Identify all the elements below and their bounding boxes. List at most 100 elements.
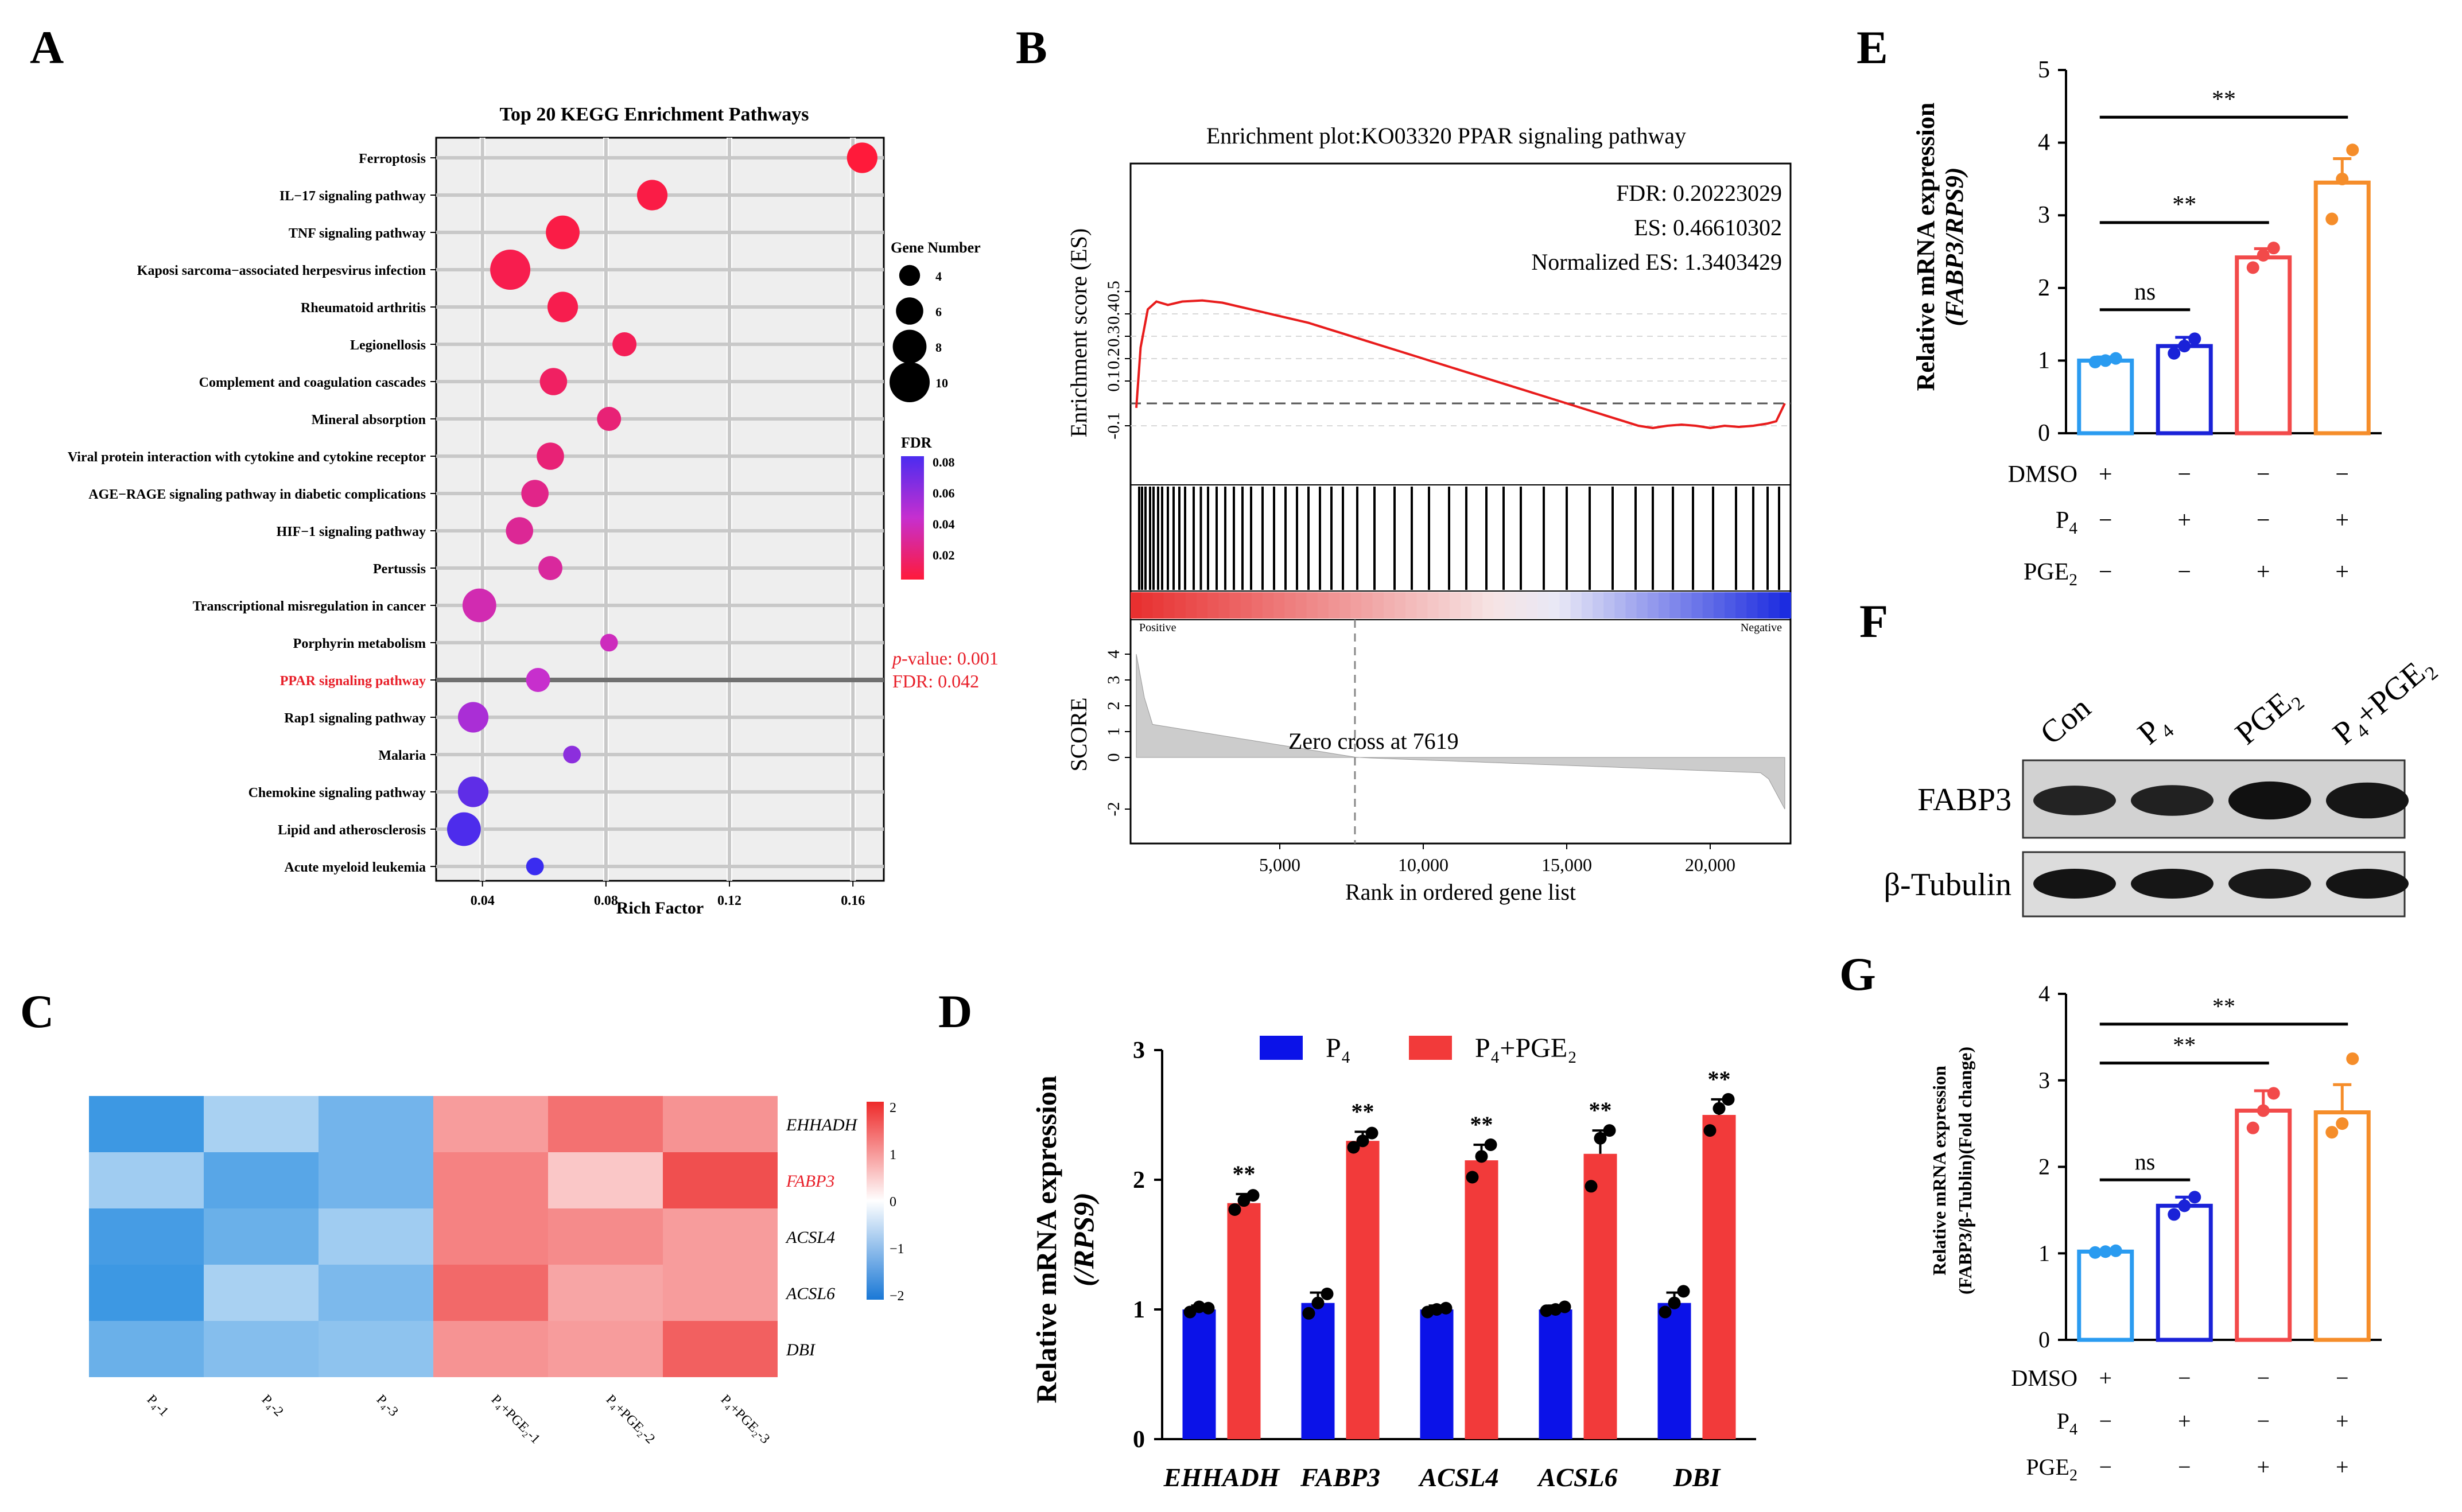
e-plot-treatment-symbol: −: [2177, 461, 2191, 488]
kegg-pathway-label: Acute myeloid leukemia: [284, 860, 426, 875]
e-plot-data-point: [2346, 143, 2359, 157]
e-plot-sig-label: ns: [2134, 279, 2156, 305]
e-plot-data-point: [2109, 352, 2122, 365]
panel-label-c: C: [20, 985, 54, 1037]
kegg-pathway-label: IL−17 signaling pathway: [279, 189, 426, 204]
e-plot-treatment-symbol: +: [2257, 559, 2270, 585]
heatmap-row-label: EHHADH: [786, 1115, 859, 1134]
kegg-dot: [537, 442, 564, 470]
heatmap-cell: [204, 1265, 319, 1321]
e-plot-data-point: [2325, 212, 2339, 226]
es-y-tick-label: 0.3: [1104, 325, 1123, 347]
e-plot-treatment-label: DMSO: [2008, 461, 2077, 488]
blot-band: [2131, 785, 2214, 816]
e-plot-treatment-subscript: 2: [2069, 571, 2077, 589]
panel-label-f: F: [1859, 595, 1888, 647]
kegg-pathway-label: Lipid and atherosclerosis: [278, 823, 426, 838]
kegg-pathway-label: Rap1 signaling pathway: [284, 711, 426, 726]
score-y-axis-label: SCORE: [1066, 698, 1092, 772]
rank-metric-segment: [1218, 592, 1230, 619]
e-plot-treatment-symbol: −: [2257, 507, 2270, 534]
rank-metric-segment: [1493, 592, 1505, 619]
heatmap-cell: [319, 1152, 433, 1208]
heatmap-row-label: ACSL6: [785, 1284, 835, 1303]
rank-metric-segment: [1702, 592, 1714, 619]
heatmap-color-tick-label: −1: [890, 1242, 904, 1257]
heatmap-color-tick-label: 1: [890, 1148, 896, 1163]
e-plot-treatment-symbol: +: [2099, 461, 2112, 488]
heatmap-cell: [663, 1321, 778, 1377]
gsea-stat-es: ES: 0.46610302: [1634, 215, 1782, 240]
kegg-dot-plot: Top 20 KEGG Enrichment Pathways Ferropto…: [68, 104, 999, 918]
heatmap-cell: [319, 1265, 433, 1321]
heatmap-col-label: P₄+PGE₂-2: [603, 1392, 658, 1447]
gene-number-legend-dot: [896, 297, 923, 325]
rank-metric-segment: [1329, 592, 1341, 619]
e-plot-treatment-name: PGE: [2024, 559, 2069, 585]
blot-band: [2326, 782, 2409, 819]
e-plot-data-point: [2257, 248, 2270, 262]
g-plot-sig-label: **: [2212, 993, 2235, 1019]
kegg-dot: [612, 332, 637, 356]
rank-metric-segment: [1229, 592, 1241, 619]
heatmap-cell: [663, 1152, 778, 1208]
kegg-dot: [597, 407, 622, 431]
kegg-plot-area: [435, 137, 885, 882]
e-plot-treatment-symbol: +: [2335, 507, 2349, 534]
e-plot-y-tick-label: 3: [2038, 202, 2050, 228]
g-plot-treatment-label: DMSO: [2011, 1365, 2077, 1391]
d-data-point: [1183, 1305, 1197, 1319]
kegg-pathway-label: Chemokine signaling pathway: [248, 786, 426, 800]
gsea-stat-nes: Normalized ES: 1.3403429: [1531, 249, 1782, 275]
g-y-axis-label: Relative mRNA expression: [1929, 1066, 1950, 1276]
g-plot-treatment-symbol: +: [2099, 1365, 2112, 1391]
g-plot-treatment-subscript: 2: [2069, 1467, 2077, 1484]
rank-metric-segment: [1372, 592, 1384, 619]
blot-band: [2033, 786, 2116, 815]
rank-metric-segment: [1559, 592, 1571, 619]
d-data-point: [1321, 1287, 1334, 1300]
heatmap-cell: [433, 1152, 548, 1208]
rank-metric-segment: [1295, 592, 1307, 619]
d-y-axis-label: Relative mRNA expression: [1030, 1075, 1062, 1403]
gene-number-legend-label: 10: [935, 376, 948, 390]
heatmap-cell: [204, 1321, 319, 1377]
g-plot-data-point: [2346, 1052, 2359, 1066]
score-y-tick-label: -2: [1104, 802, 1123, 817]
fdr-color-bar: [901, 456, 924, 580]
d-data-point: [1659, 1305, 1672, 1319]
g-plot-sig-label: **: [2173, 1032, 2196, 1058]
heatmap-col-label: P₄+PGE₂-1: [488, 1392, 543, 1447]
g-plot-treatment-name: P: [2057, 1408, 2069, 1434]
rank-metric-segment: [1593, 592, 1605, 619]
e-plot-treatment-subscript: 4: [2069, 519, 2077, 538]
g-plot-treatment-symbol: +: [2336, 1454, 2349, 1480]
heatmap-col-label: P₄-2: [259, 1392, 286, 1420]
d-data-point: [1228, 1203, 1241, 1216]
g-plot-y-tick-label: 1: [2038, 1240, 2050, 1266]
rank-metric-segment: [1427, 592, 1439, 619]
heatmap-cell: [319, 1096, 433, 1152]
fdr-legend-label: 0.06: [933, 486, 955, 500]
heatmap: EHHADH FABP3 ACSL4 ACSL6 DBI P₄-1 P₄-2 P₄-3 P₄+…: [89, 1096, 904, 1447]
d-legend-swatch-p4: [1260, 1036, 1303, 1060]
g-plot-bar: [2156, 1203, 2213, 1342]
rank-metric-segment: [1669, 592, 1682, 619]
annotation-p-rest: -value: 0.001: [902, 648, 999, 668]
g-plot-data-point: [2188, 1191, 2201, 1204]
d-data-point: [1594, 1132, 1607, 1145]
heatmap-cell: [89, 1096, 204, 1152]
heatmap-row-label: FABP3: [786, 1172, 834, 1191]
d-data-point: [1439, 1301, 1453, 1315]
kegg-dot: [490, 250, 531, 290]
panel-label-b: B: [1016, 21, 1047, 73]
positive-label: Positive: [1139, 621, 1176, 634]
kegg-pathway-label: HIF−1 signaling pathway: [277, 524, 426, 539]
kegg-dot: [563, 745, 581, 764]
g-plot-treatment-symbol: +: [2257, 1454, 2270, 1480]
kegg-dot: [846, 142, 877, 173]
g-plot-bar: [2313, 1110, 2371, 1342]
rank-metric-segment: [1713, 592, 1725, 619]
heatmap-col-label: P₄+PGE₂-3: [718, 1392, 772, 1447]
